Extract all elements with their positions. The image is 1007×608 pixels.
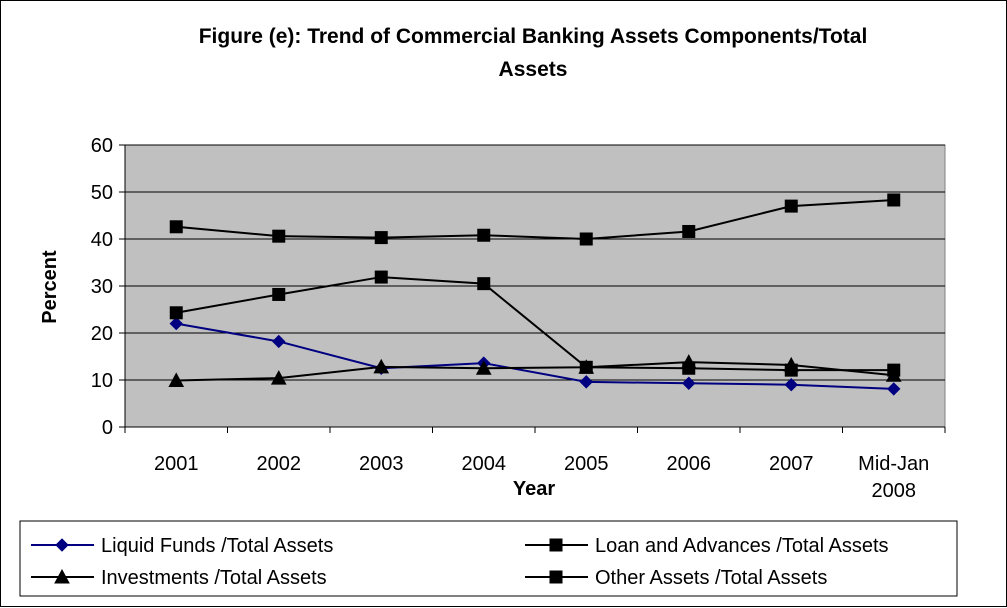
x-tick-label: 2008 bbox=[872, 480, 917, 502]
data-point bbox=[682, 224, 696, 238]
x-tick-label: 2001 bbox=[154, 453, 199, 475]
legend-marker bbox=[549, 570, 563, 584]
x-tick-label: Mid-Jan bbox=[858, 453, 929, 475]
y-tick-label: 10 bbox=[91, 370, 113, 392]
legend-label: Other Assets /Total Assets bbox=[595, 567, 827, 589]
data-point bbox=[887, 193, 901, 207]
series-line-2 bbox=[176, 198, 894, 241]
data-point bbox=[270, 370, 287, 385]
legend-label: Loan and Advances /Total Assets bbox=[595, 535, 889, 557]
data-point bbox=[272, 334, 286, 349]
x-tick-label: 2007 bbox=[769, 453, 814, 475]
data-point bbox=[682, 361, 696, 375]
y-tick-label: 50 bbox=[91, 182, 113, 204]
data-point bbox=[169, 316, 183, 331]
data-point bbox=[169, 220, 183, 234]
plot-area: 0 10 20 30 40 50 60 2001 2002 2003 2004 2005 2006 200… bbox=[91, 135, 946, 502]
y-tick-label: 0 bbox=[102, 417, 113, 439]
y-tick-label: 20 bbox=[91, 323, 113, 345]
data-point bbox=[784, 377, 798, 392]
data-point bbox=[784, 363, 798, 377]
data-point bbox=[374, 231, 388, 245]
data-point bbox=[272, 229, 286, 243]
legend-box bbox=[19, 520, 958, 597]
data-point bbox=[373, 358, 390, 374]
x-tick-label: 2003 bbox=[359, 453, 404, 475]
data-point bbox=[579, 360, 593, 374]
x-tick-label: 2005 bbox=[564, 453, 609, 475]
data-point bbox=[168, 372, 185, 387]
data-point bbox=[477, 277, 491, 291]
x-tick-label: 2004 bbox=[462, 453, 507, 475]
legend-label: Investments /Total Assets bbox=[101, 567, 327, 589]
data-point bbox=[784, 199, 798, 213]
legend: Liquid Funds /Total Assets Loan and Advan… bbox=[19, 520, 958, 597]
chart-title-line-1: Figure (e): Trend of Commercial Banking … bbox=[199, 25, 868, 48]
legend-marker bbox=[54, 568, 70, 584]
legend-label: Liquid Funds /Total Assets bbox=[101, 535, 333, 557]
data-point bbox=[579, 375, 593, 389]
data-point bbox=[887, 363, 901, 377]
data-point bbox=[272, 287, 286, 301]
series-line-1 bbox=[176, 322, 894, 390]
y-tick-label: 30 bbox=[91, 276, 113, 298]
x-tick-label: 2006 bbox=[667, 453, 712, 475]
y-tick-label: 60 bbox=[91, 135, 113, 157]
x-axis-title: Year bbox=[513, 478, 555, 500]
data-point bbox=[477, 228, 491, 242]
series-line-3 bbox=[176, 361, 894, 382]
data-point bbox=[682, 376, 696, 390]
legend-marker bbox=[55, 538, 69, 552]
data-point bbox=[475, 360, 492, 375]
data-point bbox=[169, 306, 183, 320]
legend-marker bbox=[549, 538, 563, 552]
data-point bbox=[374, 270, 388, 284]
data-point bbox=[579, 232, 593, 246]
series-line-4 bbox=[176, 276, 894, 372]
x-tick-label: 2002 bbox=[257, 453, 302, 475]
chart-title-line-2: Assets bbox=[499, 58, 568, 81]
data-point bbox=[887, 382, 901, 396]
y-axis-title: Percent bbox=[39, 250, 61, 324]
y-tick-label: 40 bbox=[91, 229, 113, 251]
